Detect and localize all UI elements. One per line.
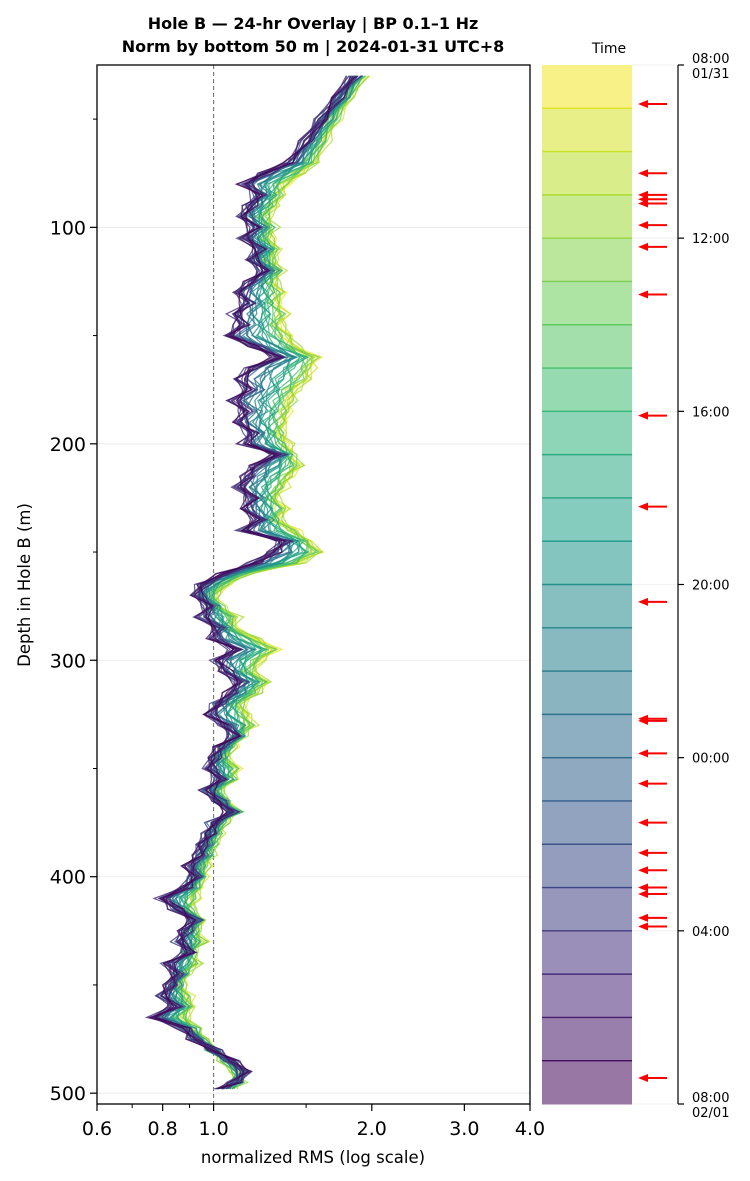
time-tick-label: 04:00: [692, 925, 729, 940]
colorbar-band: [542, 974, 632, 1018]
event-arrow-head: [638, 411, 648, 420]
y-tick-label: 100: [50, 217, 86, 239]
series-line: [144, 75, 359, 1090]
event-arrow-head: [638, 913, 648, 922]
y-tick-label: 200: [50, 434, 86, 456]
event-arrow-head: [638, 716, 648, 725]
x-axis-label: normalized RMS (log scale): [201, 1148, 425, 1167]
x-tick-label: 2.0: [357, 1118, 387, 1140]
event-arrows: [638, 99, 667, 1083]
colorbar-band: [542, 497, 632, 542]
event-arrow-head: [638, 199, 648, 208]
x-tick-label: 1.0: [198, 1118, 228, 1140]
event-arrow-head: [638, 883, 648, 892]
colorbar-band: [542, 627, 632, 672]
grid-lines: [97, 226, 530, 1094]
x-tick-label: 4.0: [515, 1118, 545, 1140]
colorbar-band: [542, 800, 632, 845]
x-tick-label: 0.8: [148, 1118, 178, 1140]
time-tick-label: 12:00: [692, 232, 729, 247]
colorbar-band: [542, 671, 632, 715]
event-arrow-head: [638, 866, 648, 875]
colorbar-band: [542, 887, 632, 932]
event-arrow-head: [638, 818, 648, 827]
series-lines: [144, 75, 371, 1090]
y-tick-label: 300: [50, 650, 86, 672]
event-arrow-head: [638, 502, 648, 511]
time-tick-label: 08:00 02/01: [692, 1091, 729, 1121]
event-arrow-head: [638, 99, 648, 108]
colorbar-band: [542, 844, 632, 889]
event-arrow-head: [638, 242, 648, 251]
colorbar-band: [542, 411, 632, 456]
colorbar-band: [542, 368, 632, 412]
plot-frame: [96, 64, 531, 1105]
series-line: [148, 75, 357, 1090]
series-line: [174, 75, 358, 1090]
colorbar-band: [542, 930, 632, 975]
colorbar-band: [542, 194, 632, 239]
time-tick-label: 00:00: [692, 752, 729, 767]
colorbar: [542, 64, 678, 1105]
event-arrow-head: [638, 922, 648, 931]
series-line: [153, 75, 351, 1090]
y-axis-label: Depth in Hole B (m): [15, 503, 34, 667]
series-line: [147, 75, 355, 1090]
series-line: [153, 75, 350, 1090]
event-arrow-head: [638, 290, 648, 299]
colorbar-band: [542, 714, 632, 759]
event-arrow-head: [638, 1074, 648, 1083]
series-line: [149, 75, 362, 1090]
time-axis: 08:00 01/31 12:00 16:00 20:00 00:00 04:00 08:00…: [677, 52, 729, 1121]
colorbar-band: [542, 1017, 632, 1062]
chart-title: Hole B — 24-hr Overlay | BP 0.1–1 Hz: [148, 14, 479, 34]
event-arrow-head: [638, 848, 648, 857]
time-tick-label: 20:00: [692, 579, 729, 594]
y-axis: 100 200 300 400 500: [50, 118, 97, 1105]
event-arrow-head: [638, 597, 648, 606]
series-line: [171, 75, 352, 1090]
colorbar-band: [542, 65, 632, 109]
x-tick-label: 0.6: [82, 1118, 112, 1140]
colorbar-band: [542, 324, 632, 369]
y-tick-label: 500: [50, 1083, 86, 1105]
colorbar-label: Time: [591, 41, 626, 57]
colorbar-band: [542, 584, 632, 629]
colorbar-band: [542, 454, 632, 499]
x-tick-label: 3.0: [449, 1118, 479, 1140]
time-tick-label: 16:00: [692, 405, 729, 420]
event-arrow-head: [638, 749, 648, 758]
colorbar-band: [542, 541, 632, 585]
event-arrow-head: [638, 221, 648, 230]
colorbar-band: [542, 281, 632, 326]
time-tick-label: 08:00 01/31: [692, 52, 729, 82]
colorbar-band: [542, 108, 632, 153]
y-tick-label: 400: [50, 867, 86, 889]
colorbar-band: [542, 757, 632, 802]
colorbar-band: [542, 1060, 632, 1105]
event-arrow-head: [638, 169, 648, 178]
colorbar-band: [542, 238, 632, 282]
chart-subtitle: Norm by bottom 50 m | 2024-01-31 UTC+8: [122, 37, 505, 57]
colorbar-band: [542, 151, 632, 196]
x-axis: 0.6 0.8 1.0 2.0 3.0 4.0: [82, 1104, 545, 1140]
event-arrow-head: [638, 779, 648, 788]
event-arrow-head: [638, 890, 648, 899]
